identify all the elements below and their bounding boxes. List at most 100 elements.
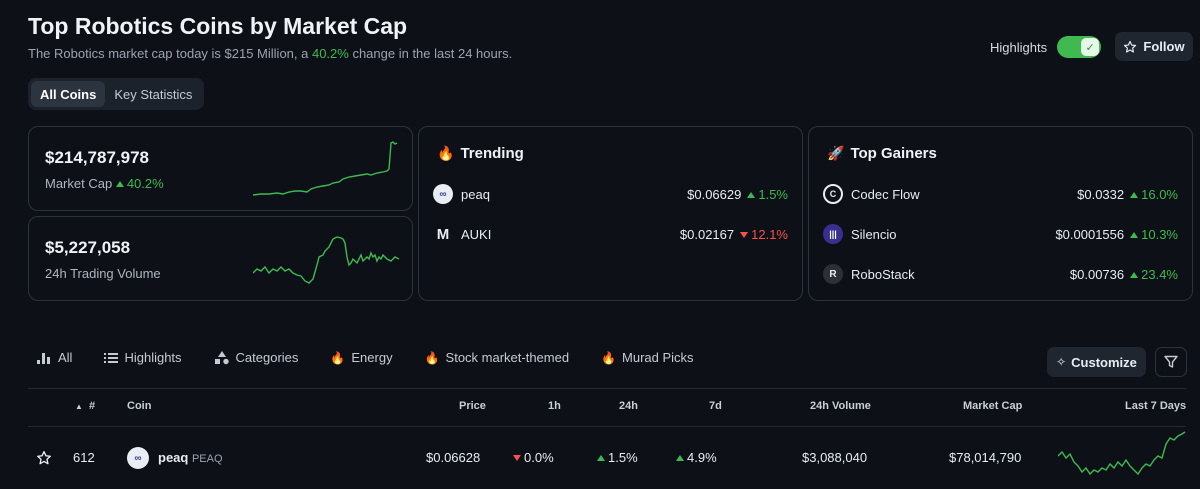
row-coin[interactable]: peaq PEAQ bbox=[158, 450, 223, 465]
market-cap-card[interactable]: $214,787,978 Market Cap 40.2% bbox=[28, 126, 413, 211]
filter-button[interactable] bbox=[1155, 347, 1187, 377]
gainer-coin-price: $0.0332 bbox=[1077, 186, 1125, 202]
gainer-coin-change: 16.0% bbox=[1130, 187, 1178, 202]
market-cap-label-row: Market Cap 40.2% bbox=[45, 176, 164, 191]
list-icon bbox=[104, 352, 119, 363]
highlights-control: Highlights ✓ bbox=[990, 36, 1102, 58]
follow-label: Follow bbox=[1143, 39, 1185, 54]
filter-all[interactable]: All bbox=[36, 350, 72, 365]
gainer-item[interactable]: C Codec Flow $0.0332 16.0% bbox=[823, 182, 1178, 206]
highlights-label: Highlights bbox=[990, 39, 1048, 55]
trending-coin-name: peaq bbox=[461, 186, 490, 202]
row-coin-symbol: PEAQ bbox=[191, 453, 223, 465]
trending-coin-price: $0.02167 bbox=[679, 226, 735, 242]
row-1h-change: 0.0% bbox=[513, 450, 554, 465]
header-rank[interactable]: ▲ # bbox=[75, 400, 96, 412]
row-price: $0.06628 bbox=[426, 450, 481, 465]
gainer-coin-change: 10.3% bbox=[1130, 227, 1178, 242]
top-gainers-card: 🚀 Top Gainers C Codec Flow $0.0332 16.0%… bbox=[808, 126, 1193, 301]
follow-button[interactable]: Follow bbox=[1115, 32, 1193, 61]
header-price[interactable]: Price bbox=[459, 400, 486, 412]
star-icon bbox=[1124, 40, 1137, 53]
row-volume: $3,088,040 bbox=[802, 450, 868, 465]
row-7d-change: 4.9% bbox=[676, 450, 717, 465]
filter-highlights[interactable]: Highlights bbox=[104, 350, 182, 365]
gainer-coin-name: Silencio bbox=[851, 226, 897, 242]
trending-title: Trending bbox=[460, 145, 524, 162]
filter-label: Murad Picks bbox=[622, 350, 694, 365]
shapes-icon bbox=[214, 350, 229, 364]
tab-all-coins[interactable]: All Coins bbox=[31, 81, 106, 107]
view-tabs: All Coins Key Statistics bbox=[28, 78, 205, 110]
header-last-7-days: Last 7 Days bbox=[1125, 400, 1187, 412]
star-icon[interactable] bbox=[36, 450, 52, 466]
filter-murad-picks[interactable]: 🔥 Murad Picks bbox=[601, 350, 693, 365]
filter-stock-market-themed[interactable]: 🔥 Stock market-themed bbox=[425, 350, 570, 365]
tab-key-statistics[interactable]: Key Statistics bbox=[114, 86, 193, 102]
codec-flow-logo-icon: C bbox=[823, 184, 843, 204]
header-24h-volume[interactable]: 24h Volume bbox=[810, 400, 871, 412]
gainer-item[interactable]: ||| Silencio $0.0001556 10.3% bbox=[823, 222, 1178, 246]
top-gainers-title: Top Gainers bbox=[850, 145, 937, 162]
filter-icon bbox=[1164, 355, 1178, 368]
fire-icon: 🔥 bbox=[437, 145, 455, 161]
subtitle-change: 40.2% bbox=[311, 46, 349, 61]
trending-card: 🔥 Trending ∞ peaq $0.06629 1.5% M AUKI $… bbox=[418, 126, 803, 301]
gainer-coin-price: $0.00736 bbox=[1069, 266, 1125, 282]
subtitle-text-end: change in the last 24 hours. bbox=[348, 46, 513, 61]
peaq-logo-icon: ∞ bbox=[433, 184, 453, 204]
table-header-divider bbox=[28, 426, 1186, 427]
row-7d-sparkline bbox=[1058, 431, 1186, 476]
silencio-logo-icon: ||| bbox=[823, 224, 843, 244]
trending-coin-price: $0.06629 bbox=[687, 186, 742, 202]
peaq-logo-icon: ∞ bbox=[127, 447, 149, 469]
row-market-cap: $78,014,790 bbox=[949, 450, 1022, 465]
market-cap-sparkline bbox=[253, 141, 398, 196]
trending-item[interactable]: M AUKI $0.02167 12.1% bbox=[433, 222, 788, 246]
volume-card[interactable]: $5,227,058 24h Trading Volume bbox=[28, 216, 413, 301]
gainer-coin-name: RoboStack bbox=[851, 266, 915, 282]
filter-bar: All Highlights Categories 🔥 Energy 🔥 Sto… bbox=[36, 350, 726, 365]
trending-coin-name: AUKI bbox=[461, 226, 492, 242]
sparkle-icon: ✧ bbox=[1056, 355, 1067, 369]
highlights-toggle[interactable]: ✓ bbox=[1057, 36, 1102, 58]
filter-label: All bbox=[58, 350, 73, 365]
row-coin-name: peaq bbox=[158, 450, 189, 465]
fire-icon: 🔥 bbox=[601, 350, 617, 365]
trending-header: 🔥 Trending bbox=[437, 145, 524, 162]
volume-value: $5,227,058 bbox=[45, 238, 131, 257]
market-cap-value: $214,787,978 bbox=[45, 148, 149, 167]
gainer-coin-price: $0.0001556 bbox=[1055, 226, 1125, 242]
check-icon: ✓ bbox=[1081, 38, 1100, 56]
header-7d[interactable]: 7d bbox=[709, 400, 722, 412]
market-cap-label: Market Cap bbox=[45, 176, 113, 191]
bar-chart-icon bbox=[37, 352, 50, 364]
trending-item[interactable]: ∞ peaq $0.06629 1.5% bbox=[433, 182, 788, 206]
filter-energy[interactable]: 🔥 Energy bbox=[330, 350, 392, 365]
row-24h-change: 1.5% bbox=[597, 450, 638, 465]
top-gainers-header: 🚀 Top Gainers bbox=[827, 145, 937, 162]
gainer-coin-name: Codec Flow bbox=[851, 186, 920, 202]
sort-up-icon: ▲ bbox=[75, 402, 83, 411]
auki-logo-icon: M bbox=[436, 225, 450, 243]
volume-label: 24h Trading Volume bbox=[45, 266, 161, 281]
subtitle-text: The Robotics market cap today is $215 Mi… bbox=[28, 46, 312, 61]
rocket-icon: 🚀 bbox=[827, 145, 845, 161]
fire-icon: 🔥 bbox=[424, 350, 440, 365]
page-title: Top Robotics Coins by Market Cap bbox=[28, 13, 408, 39]
filter-label: Energy bbox=[351, 350, 393, 365]
header-1h[interactable]: 1h bbox=[548, 400, 561, 412]
fire-icon: 🔥 bbox=[330, 350, 346, 365]
customize-button[interactable]: ✧ Customize bbox=[1047, 347, 1146, 377]
gainer-item[interactable]: R RoboStack $0.00736 23.4% bbox=[823, 262, 1178, 286]
filter-label: Categories bbox=[235, 350, 299, 365]
filter-label: Highlights bbox=[124, 350, 182, 365]
filter-categories[interactable]: Categories bbox=[214, 350, 299, 365]
robostack-logo-icon: R bbox=[823, 264, 843, 284]
gainer-coin-change: 23.4% bbox=[1130, 267, 1178, 282]
header-24h[interactable]: 24h bbox=[619, 400, 638, 412]
header-market-cap[interactable]: Market Cap bbox=[963, 400, 1023, 412]
customize-label: Customize bbox=[1071, 354, 1137, 370]
table-top-divider bbox=[28, 388, 1186, 389]
header-coin[interactable]: Coin bbox=[127, 400, 152, 412]
